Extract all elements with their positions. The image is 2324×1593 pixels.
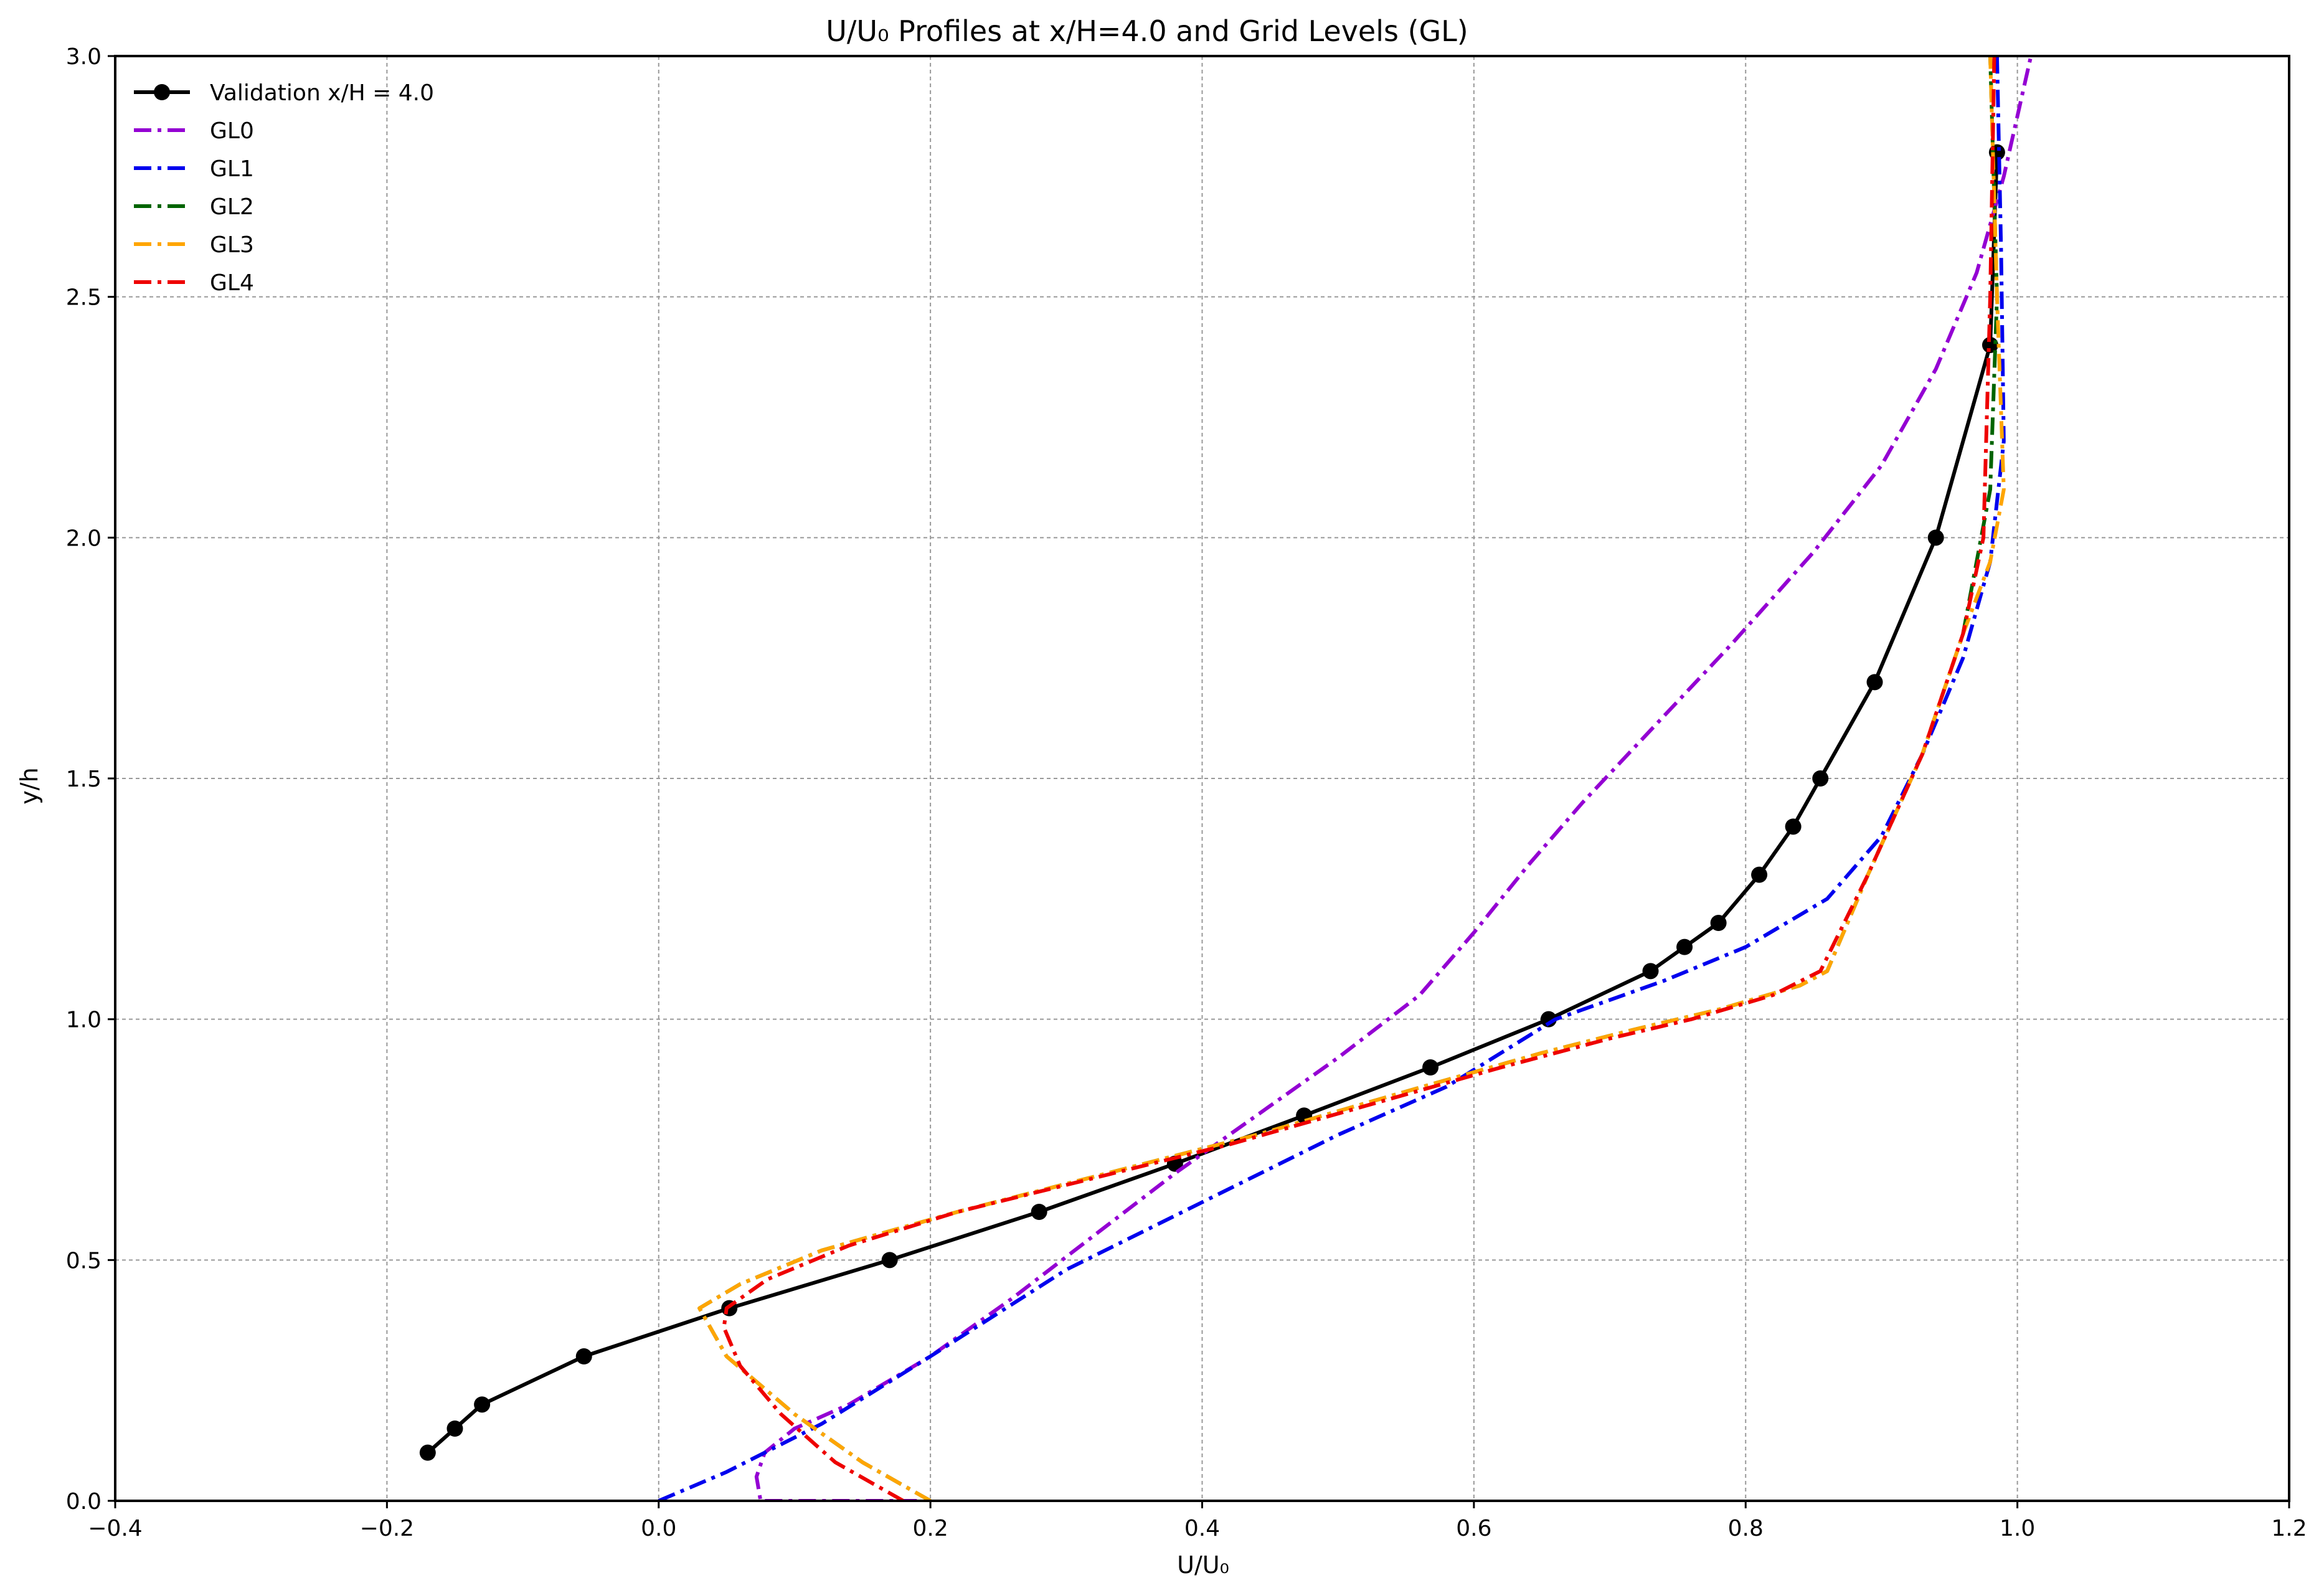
data-point bbox=[1812, 770, 1829, 787]
y-tick-label: 1.0 bbox=[66, 1008, 102, 1033]
chart-title: U/U₀ Profiles at x/H=4.0 and Grid Levels… bbox=[826, 14, 1468, 48]
data-point bbox=[1751, 866, 1768, 883]
series-gl4 bbox=[722, 56, 1996, 1501]
legend-label: GL0 bbox=[210, 118, 254, 144]
data-point bbox=[881, 1252, 898, 1269]
legend-item: GL4 bbox=[134, 270, 254, 296]
x-axis-label: U/U₀ bbox=[1177, 1551, 1229, 1579]
legend-label: Validation x/H = 4.0 bbox=[210, 80, 434, 106]
y-tick-label: 3.0 bbox=[66, 44, 102, 70]
data-point bbox=[1866, 674, 1883, 691]
data-point bbox=[1710, 915, 1727, 931]
x-tick-label: 0.6 bbox=[1456, 1516, 1491, 1541]
y-tick-label: 2.0 bbox=[66, 526, 102, 551]
series-gl3 bbox=[697, 56, 2006, 1501]
data-point bbox=[1927, 529, 1944, 546]
x-tick-label: 0.4 bbox=[1184, 1516, 1220, 1541]
x-tick-label: 1.0 bbox=[2000, 1516, 2035, 1541]
x-tick-label: −0.4 bbox=[88, 1516, 142, 1541]
data-point bbox=[419, 1444, 436, 1461]
x-tick-label: 1.2 bbox=[2271, 1516, 2307, 1541]
legend-label: GL4 bbox=[210, 270, 254, 296]
series-line-gl3 bbox=[697, 56, 2006, 1501]
y-tick-label: 0.0 bbox=[66, 1489, 102, 1515]
y-tick-label: 2.5 bbox=[66, 285, 102, 311]
data-point bbox=[1785, 818, 1802, 835]
series-layer bbox=[419, 56, 2033, 1501]
legend: Validation x/H = 4.0 GL0 GL1 GL2 GL3 GL4 bbox=[134, 80, 434, 296]
legend-item: GL1 bbox=[134, 156, 254, 182]
legend-item: GL2 bbox=[134, 194, 254, 220]
data-point bbox=[1540, 1011, 1557, 1028]
legend-item: GL0 bbox=[134, 118, 254, 144]
data-point bbox=[1676, 938, 1693, 955]
legend-item: GL3 bbox=[134, 232, 254, 258]
series-line-gl0 bbox=[754, 56, 2033, 1501]
data-point bbox=[1422, 1059, 1439, 1075]
x-tick-label: −0.2 bbox=[360, 1516, 414, 1541]
y-axis-label: y/h bbox=[16, 767, 43, 804]
y-tick-label: 1.5 bbox=[66, 767, 102, 792]
x-tick-label: 0.2 bbox=[912, 1516, 948, 1541]
legend-item: Validation x/H = 4.0 bbox=[134, 80, 434, 106]
x-tick-label: 0.0 bbox=[641, 1516, 676, 1541]
legend-label: GL3 bbox=[210, 232, 254, 258]
series-gl0 bbox=[754, 56, 2033, 1501]
data-point bbox=[446, 1420, 463, 1437]
legend-label: GL1 bbox=[210, 156, 254, 182]
data-point bbox=[1642, 963, 1659, 980]
series-validation-x-h-4-0 bbox=[419, 144, 2005, 1461]
x-tick-label: 0.8 bbox=[1728, 1516, 1764, 1541]
y-tick-label: 0.5 bbox=[66, 1248, 102, 1274]
data-point bbox=[1031, 1204, 1047, 1220]
legend-marker bbox=[154, 84, 170, 100]
legend-label: GL2 bbox=[210, 194, 254, 220]
ticks: −0.4 −0.2 0.0 0.2 0.4 0.6 0.8 1.0 1.2 0.0 0.5 1.0 1.… bbox=[66, 44, 2307, 1541]
series-line-gl4 bbox=[722, 56, 1996, 1501]
data-point bbox=[474, 1396, 491, 1413]
data-point bbox=[575, 1348, 592, 1364]
